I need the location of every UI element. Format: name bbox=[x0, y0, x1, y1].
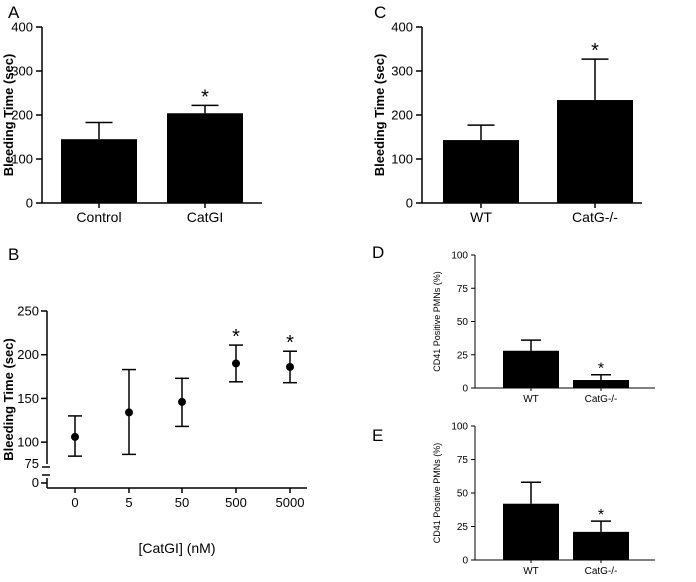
bar-E bbox=[503, 503, 559, 560]
significance-star-A: * bbox=[201, 86, 209, 108]
panel-letter-E: E bbox=[372, 426, 383, 445]
significance-star-D: * bbox=[598, 361, 604, 378]
bar-C bbox=[557, 100, 633, 203]
y-tick-label-D: 100 bbox=[451, 251, 468, 262]
y-tick-label-A: 400 bbox=[11, 20, 33, 35]
y-tick-label-C: 400 bbox=[391, 20, 413, 35]
panel-E: E 0 25 50 75 100 WT CatG-/- * CD41 Positive PMNs … bbox=[372, 422, 655, 577]
y-tick-label-C: 0 bbox=[406, 196, 413, 211]
y-tick-label-B: 250 bbox=[17, 304, 39, 319]
y-tick-label-B: 100 bbox=[17, 435, 39, 450]
data-point-B bbox=[178, 397, 186, 406]
y-tick-label-C: 100 bbox=[391, 152, 413, 167]
y-tick-label-C: 200 bbox=[391, 108, 413, 123]
y-tick-label-E: 75 bbox=[457, 455, 469, 466]
significance-star-E: * bbox=[598, 507, 604, 524]
y-axis-label-D: CD41 Positive PMNs (%) bbox=[432, 271, 442, 372]
x-axis-label-B: [CatGI] (nM) bbox=[138, 540, 215, 556]
y-tick-label-B: 0 bbox=[32, 475, 39, 490]
y-tick-label-B: 150 bbox=[17, 391, 39, 406]
y-tick-label-A: 0 bbox=[26, 196, 33, 211]
y-tick-label-A: 200 bbox=[11, 108, 33, 123]
category-label-A: CatGI bbox=[187, 209, 224, 225]
panels: A 0 100 200 300 400 Control CatGI * Bleeding Time… bbox=[1, 3, 655, 577]
y-tick-label-B: 200 bbox=[17, 347, 39, 362]
y-tick-label-D: 25 bbox=[457, 350, 469, 361]
panel-D: D 0 25 50 75 100 WT CatG-/- * CD41 Positive PMNs … bbox=[372, 243, 655, 405]
panel-C: C 0 100 200 300 400 WT CatG-/- * Bleeding Time (s… bbox=[372, 3, 642, 225]
category-label-C: CatG-/- bbox=[572, 209, 618, 225]
category-label-A: Control bbox=[76, 209, 121, 225]
y-axis-label-E: CD41 Positive PMNs (%) bbox=[432, 443, 442, 544]
y-tick-label-D: 0 bbox=[462, 384, 468, 395]
y-tick-label-C: 300 bbox=[391, 64, 413, 79]
y-axis-label-C: Bleeding Time (sec) bbox=[372, 54, 387, 177]
category-label-B: 0 bbox=[71, 495, 78, 510]
data-point-B bbox=[286, 362, 294, 371]
category-label-B: 50 bbox=[175, 495, 189, 510]
data-point-B bbox=[232, 359, 240, 368]
bar-C bbox=[443, 140, 519, 203]
panel-B: B 100 150 200 250 75 0 0 5 50 500 * 5000 * [CatGI] (nM… bbox=[1, 245, 307, 556]
category-label-D: CatG-/- bbox=[585, 394, 618, 405]
bar-D bbox=[503, 350, 559, 388]
category-label-C: WT bbox=[470, 209, 492, 225]
panel-letter-A: A bbox=[8, 3, 20, 22]
panel-letter-D: D bbox=[372, 243, 384, 262]
y-tick-label-E: 0 bbox=[462, 556, 468, 567]
category-label-D: WT bbox=[523, 394, 539, 405]
bar-A bbox=[61, 139, 137, 203]
data-point-B bbox=[71, 432, 79, 441]
y-tick-label-B: 75 bbox=[25, 456, 39, 471]
significance-star-B: * bbox=[286, 332, 294, 354]
y-axis-label-A: Bleeding Time (sec) bbox=[1, 54, 16, 177]
panel-letter-C: C bbox=[374, 3, 386, 22]
y-tick-label-E: 50 bbox=[457, 489, 469, 500]
category-label-E: WT bbox=[523, 566, 539, 577]
panel-letter-B: B bbox=[8, 245, 19, 264]
y-tick-label-D: 50 bbox=[457, 317, 469, 328]
significance-star-B: * bbox=[232, 326, 240, 348]
y-tick-label-D: 75 bbox=[457, 284, 469, 295]
category-label-E: CatG-/- bbox=[585, 566, 618, 577]
y-tick-label-A: 100 bbox=[11, 152, 33, 167]
y-tick-label-E: 100 bbox=[451, 422, 468, 433]
panel-A: A 0 100 200 300 400 Control CatGI * Bleeding Time… bbox=[1, 3, 262, 225]
y-tick-label-A: 300 bbox=[11, 64, 33, 79]
bar-D bbox=[573, 380, 629, 388]
bar-E bbox=[573, 531, 629, 560]
significance-star-C: * bbox=[591, 40, 599, 62]
category-label-B: 5 bbox=[125, 495, 132, 510]
y-tick-label-E: 25 bbox=[457, 522, 469, 533]
category-label-B: 5000 bbox=[276, 495, 305, 510]
y-axis-label-B: Bleeding Time (sec) bbox=[1, 338, 16, 461]
data-point-B bbox=[125, 408, 133, 417]
category-label-B: 500 bbox=[225, 495, 247, 510]
bar-A bbox=[167, 113, 243, 203]
